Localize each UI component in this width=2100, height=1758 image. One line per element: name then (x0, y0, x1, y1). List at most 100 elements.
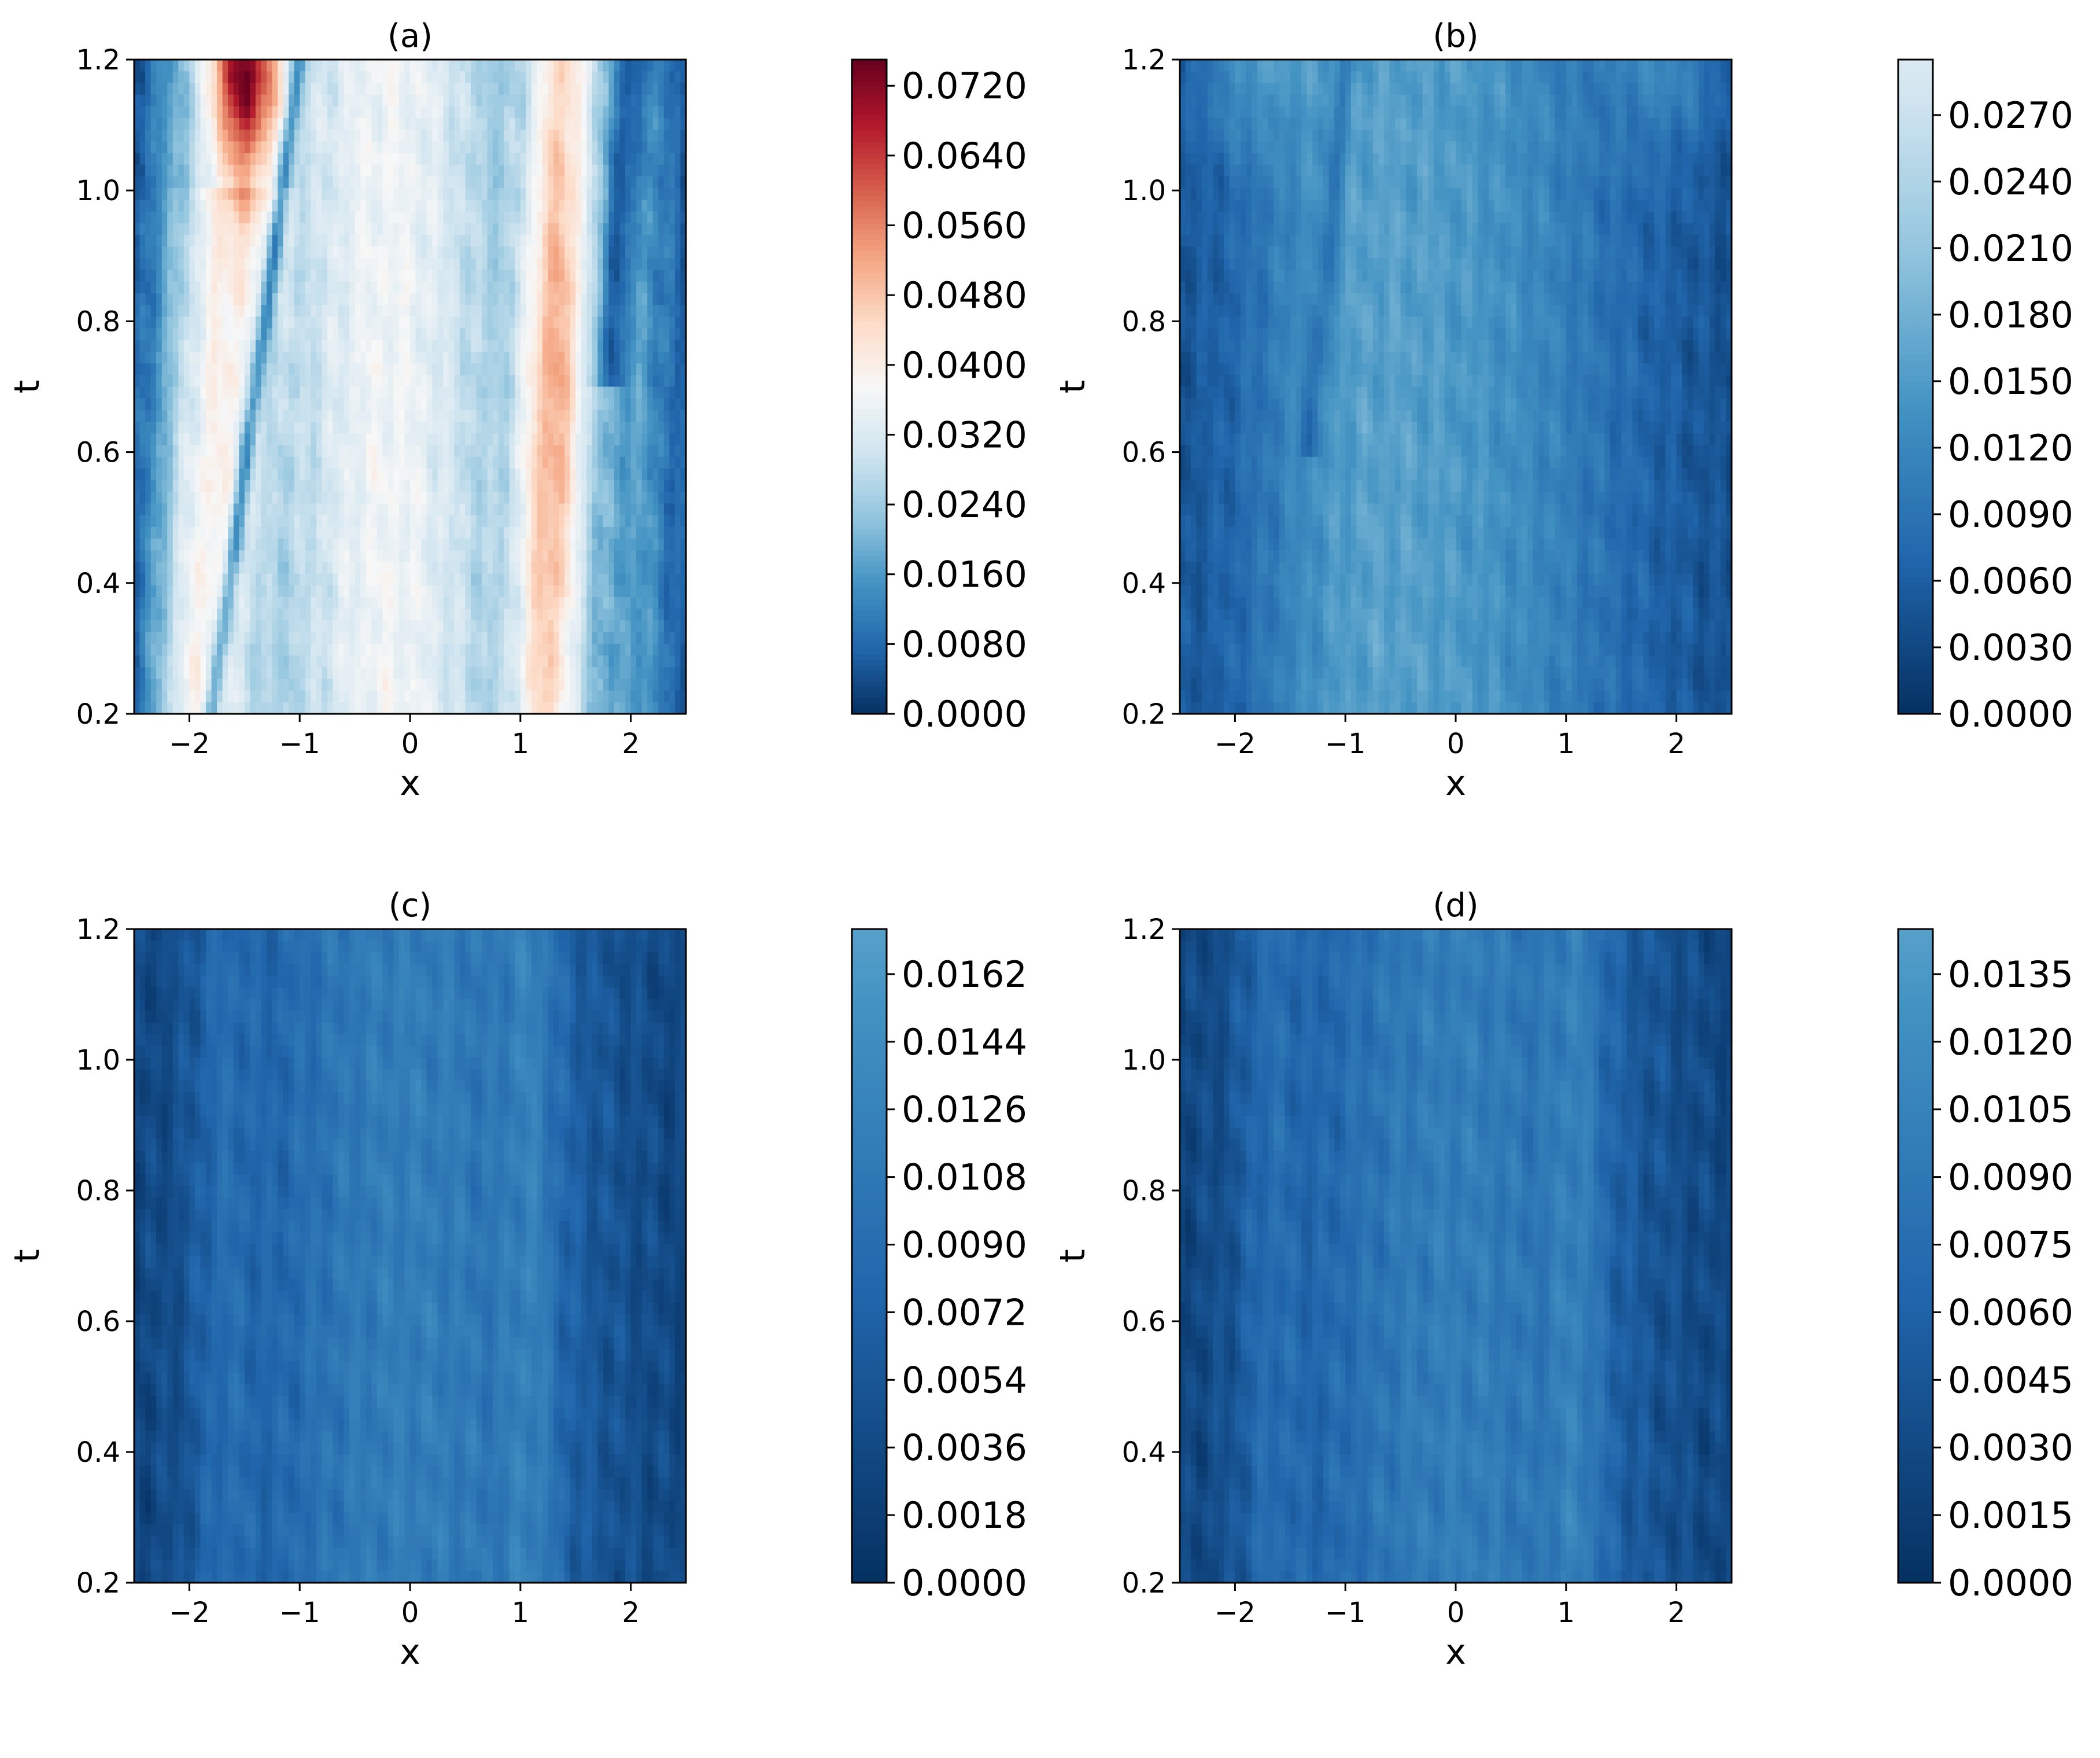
heatmap-cell (482, 60, 488, 72)
heatmap-cell (542, 526, 549, 539)
heatmap-cell (482, 71, 488, 84)
heatmap-cell (597, 258, 604, 271)
heatmap-cell (487, 609, 493, 621)
heatmap-cell (398, 106, 405, 119)
heatmap-cell (134, 620, 141, 633)
heatmap-cell (586, 71, 593, 84)
heatmap-cell (233, 679, 240, 691)
heatmap-cell (581, 632, 588, 644)
heatmap-cell (145, 539, 152, 551)
heatmap-cell (454, 702, 460, 714)
heatmap-cell (311, 667, 317, 680)
heatmap-cell (239, 643, 245, 656)
heatmap-cell (283, 445, 289, 458)
heatmap-cell (371, 445, 378, 458)
heatmap-cell (476, 410, 482, 422)
heatmap-cell (493, 153, 499, 165)
heatmap-cell (410, 316, 416, 329)
heatmap-cell (278, 585, 284, 598)
heatmap-cell (139, 293, 146, 305)
heatmap-cell (548, 340, 554, 352)
heatmap-cell (366, 188, 372, 201)
heatmap-cell (515, 340, 521, 352)
heatmap-cell (233, 667, 240, 680)
heatmap-cell (172, 573, 179, 586)
heatmap-cell (482, 667, 488, 680)
heatmap-cell (586, 667, 593, 680)
heatmap-cell (504, 667, 510, 680)
heatmap-cell (233, 293, 240, 305)
heatmap-cell (586, 445, 593, 458)
heatmap-cell (387, 141, 394, 154)
heatmap-cell (459, 270, 466, 282)
heatmap-cell (575, 480, 582, 493)
heatmap-cell (344, 550, 350, 563)
heatmap-cell (459, 632, 466, 644)
heatmap-cell (371, 562, 378, 574)
heatmap-cell (382, 456, 389, 469)
heatmap-cell (465, 117, 471, 130)
heatmap-cell (393, 293, 400, 305)
heatmap-cell (603, 679, 610, 691)
heatmap-cell (487, 515, 493, 528)
heatmap-cell (437, 562, 444, 574)
heatmap-cell (222, 550, 228, 563)
heatmap-cell (515, 550, 521, 563)
heatmap-cell (531, 655, 538, 668)
heatmap-cell (570, 246, 576, 259)
heatmap-cell (619, 94, 626, 107)
heatmap-cell (426, 375, 433, 388)
heatmap-cell (437, 234, 444, 247)
heatmap-cell (415, 456, 422, 469)
heatmap-cell (366, 398, 372, 411)
heatmap-cell (360, 620, 367, 633)
heatmap-cell (619, 246, 626, 259)
heatmap-cell (393, 643, 400, 656)
heatmap-cell (564, 597, 571, 610)
heatmap-cell (603, 270, 610, 282)
heatmap-cell (239, 456, 245, 469)
heatmap-cell (194, 573, 201, 586)
heatmap-cell (316, 492, 323, 504)
heatmap-cell (597, 94, 604, 107)
heatmap-cell (294, 117, 300, 130)
heatmap-cell (559, 597, 565, 610)
heatmap-cell (189, 539, 195, 551)
heatmap-cell (272, 258, 278, 271)
heatmap-cell (553, 60, 560, 72)
heatmap-cell (570, 258, 576, 271)
heatmap-cell (548, 503, 554, 516)
heatmap-cell (239, 702, 245, 714)
heatmap-cell (448, 480, 455, 493)
heatmap-cell (592, 60, 599, 72)
heatmap-cell (300, 456, 306, 469)
heatmap-cell (211, 130, 217, 142)
heatmap-cell (619, 176, 626, 189)
heatmap-cell (371, 609, 378, 621)
heatmap-cell (476, 679, 482, 691)
heatmap-cell (437, 328, 444, 341)
heatmap-cell (139, 422, 146, 434)
heatmap-cell (410, 141, 416, 154)
heatmap-cell (311, 643, 317, 656)
heatmap-cell (349, 526, 356, 539)
heatmap-cell (548, 456, 554, 469)
heatmap-cell (625, 71, 632, 84)
heatmap-cell (603, 585, 610, 598)
heatmap-cell (393, 573, 400, 586)
heatmap-cell (178, 573, 184, 586)
heatmap-cell (355, 609, 361, 621)
heatmap-cell (278, 281, 284, 294)
heatmap-cell (504, 375, 510, 388)
heatmap-cell (333, 456, 339, 469)
heatmap-cell (410, 667, 416, 680)
heatmap-cell (377, 223, 383, 235)
heatmap-cell (470, 234, 477, 247)
heatmap-cell (531, 94, 538, 107)
heatmap-cell (360, 398, 367, 411)
heatmap-cell (167, 246, 174, 259)
heatmap-cell (553, 258, 560, 271)
heatmap-cell (211, 281, 217, 294)
heatmap-cell (526, 456, 532, 469)
heatmap-cell (139, 667, 146, 680)
